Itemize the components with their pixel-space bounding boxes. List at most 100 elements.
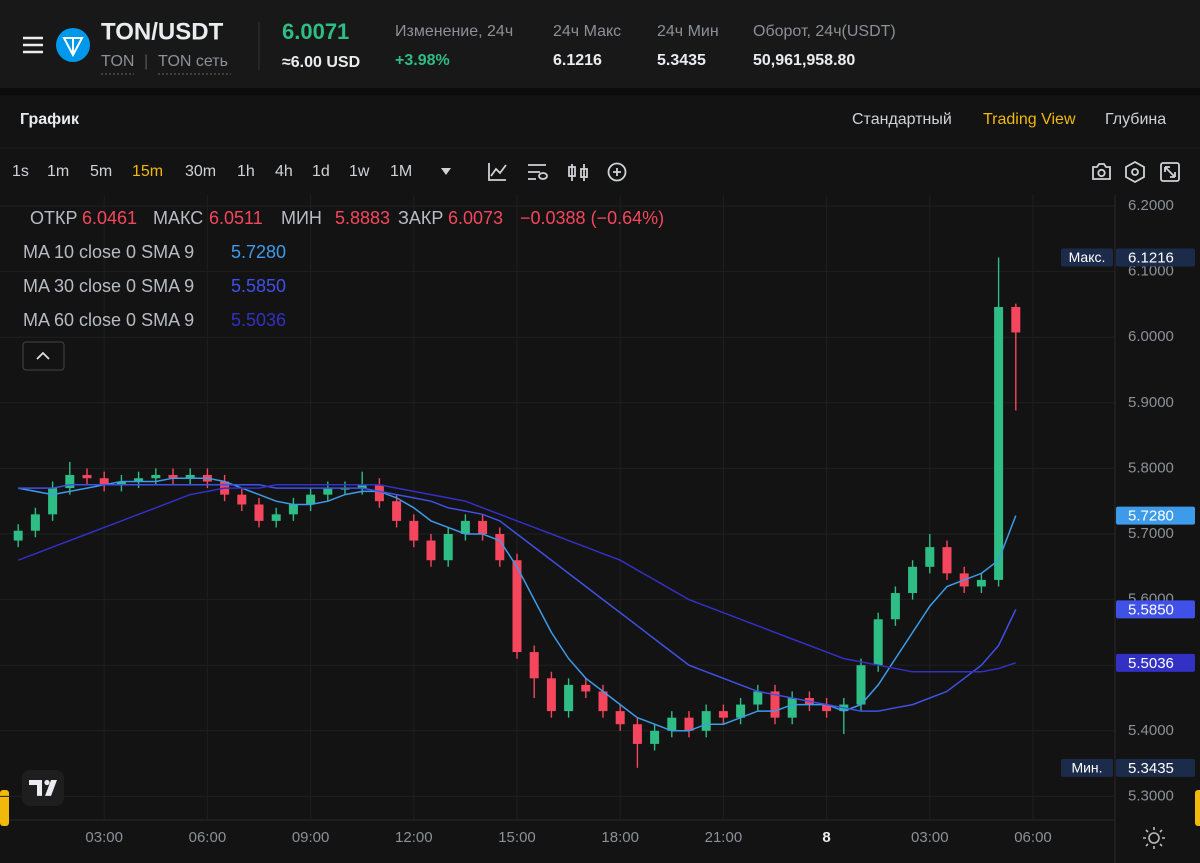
ma-value: 5.5850 <box>231 276 286 296</box>
pair: TON/USDT <box>101 18 224 45</box>
price-tag-label: 6.1216 <box>1128 249 1174 266</box>
view-tab[interactable]: Глубина <box>1105 111 1166 128</box>
price-tag <box>1116 653 1195 672</box>
price-tag <box>1116 506 1195 525</box>
price-tag <box>1116 758 1195 777</box>
price-tag-name: Мин. <box>1071 760 1102 776</box>
candle-body <box>736 704 746 718</box>
side-tab[interactable] <box>0 790 9 826</box>
settings-sun[interactable] <box>1143 827 1165 849</box>
candle-body <box>185 474 195 479</box>
candle-body <box>598 691 608 712</box>
y-tick-label: 6.2000 <box>1128 197 1174 214</box>
candle-body <box>770 691 780 718</box>
tool-icons[interactable] <box>488 160 1180 184</box>
interval[interactable]: 30m <box>185 163 216 180</box>
y-tick-label: 5.3000 <box>1128 787 1174 804</box>
candle-body <box>443 534 453 561</box>
price-tag-name-bg <box>1061 758 1113 777</box>
candle-body <box>323 488 333 495</box>
interval[interactable]: 5m <box>90 163 112 180</box>
collapse-button[interactable] <box>22 341 65 371</box>
separator: | <box>144 53 148 70</box>
candle-body <box>460 520 470 535</box>
candle-body <box>512 560 522 653</box>
interval[interactable]: 1d <box>312 163 330 180</box>
interval[interactable]: 4h <box>275 163 293 180</box>
candle-body <box>288 504 298 515</box>
price-tag-name-bg <box>1061 248 1113 267</box>
candle-body <box>495 534 505 561</box>
ohlc-label: ЗАКР <box>398 208 443 228</box>
ma-line <box>17 484 1017 673</box>
ma-name: MA 30 close 0 SMA 9 <box>23 276 194 296</box>
candle-body <box>374 484 384 502</box>
interval[interactable]: 1s <box>12 163 29 180</box>
candle-body <box>30 514 40 531</box>
stat-value: 5.3435 <box>657 52 706 69</box>
view-tab[interactable]: Стандартный <box>852 111 952 128</box>
candle-body <box>409 520 419 541</box>
candle-body <box>615 711 625 725</box>
x-tick-label: 06:00 <box>189 829 227 846</box>
base[interactable]: TON <box>101 53 134 70</box>
candle-body <box>134 478 144 482</box>
interval[interactable]: 15m <box>132 163 163 180</box>
candle-body <box>546 678 556 712</box>
candle-body <box>942 547 952 574</box>
ohlc-value: 6.0511 <box>209 208 263 228</box>
ma-value: 5.5036 <box>231 310 286 330</box>
coin-logo-mark <box>62 37 84 58</box>
candle-body <box>82 474 92 479</box>
x-tick-label: 09:00 <box>292 829 330 846</box>
candle-body <box>908 566 918 594</box>
price-usd: ≈6.00 USD <box>282 54 360 71</box>
x-tick-label: 12:00 <box>395 829 433 846</box>
candle-body <box>667 717 677 731</box>
candle-body <box>151 474 161 479</box>
interval[interactable]: 1M <box>390 163 412 180</box>
candle-body <box>116 481 126 485</box>
stat-label: Изменение, 24ч <box>395 23 513 40</box>
ma-value: 5.7280 <box>231 242 286 262</box>
network[interactable]: TON сеть <box>158 53 228 70</box>
ohlc-value: 6.0461 <box>82 208 137 228</box>
candle-body <box>564 684 574 712</box>
interval[interactable]: 1w <box>349 163 370 180</box>
candle-body <box>632 724 642 744</box>
y-tick-label: 5.8000 <box>1128 459 1174 476</box>
candle-body <box>856 665 866 705</box>
ohlc-value: 6.0073 <box>448 208 503 228</box>
x-tick-label: 06:00 <box>1014 829 1052 846</box>
candle-body <box>65 474 75 489</box>
candle-body <box>873 619 883 666</box>
stat-value: 50,961,958.80 <box>753 52 855 69</box>
menu-icon[interactable] <box>23 36 43 54</box>
stat-label: 24ч Мин <box>657 23 719 40</box>
ohlc-change: −0.0388 (−0.64%) <box>520 208 664 228</box>
price-tag-label: 5.5036 <box>1128 655 1174 672</box>
dropdown-arrow[interactable] <box>441 168 451 175</box>
candle-body <box>925 547 935 567</box>
x-tick-label: 03:00 <box>85 829 123 846</box>
candle-body <box>426 540 436 561</box>
candle-body <box>581 684 591 692</box>
y-tick-label: 6.0000 <box>1128 328 1174 345</box>
candle-body <box>254 504 264 521</box>
price-tag-label: 5.3435 <box>1128 760 1174 777</box>
interval[interactable]: 1m <box>47 163 69 180</box>
candle-body <box>168 474 178 479</box>
candle-body <box>684 717 694 731</box>
side-tab[interactable] <box>1195 790 1200 826</box>
candle-body <box>529 652 539 679</box>
ohlc-label: МИН <box>281 208 322 228</box>
ohlc-label: ОТКР <box>30 208 78 228</box>
x-tick-label: 15:00 <box>498 829 536 846</box>
y-tick-label: 5.7000 <box>1128 525 1174 542</box>
view-tab[interactable]: Trading View <box>983 111 1076 128</box>
candle-body <box>478 520 488 535</box>
candle-body <box>1011 306 1021 333</box>
price-tag-label: 5.5850 <box>1128 601 1174 618</box>
interval[interactable]: 1h <box>237 163 255 180</box>
